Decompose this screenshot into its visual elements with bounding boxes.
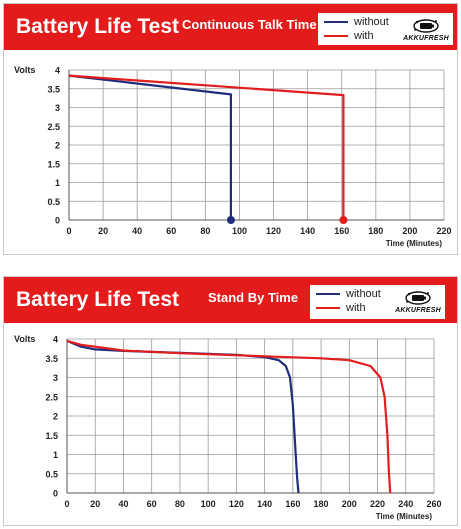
y-tick-label: 1.5: [47, 159, 60, 169]
x-tick-label: 200: [342, 499, 357, 509]
x-tick-label: 200: [402, 226, 417, 236]
x-tick-label: 260: [426, 499, 441, 509]
x-axis-label: Time (Minutes): [376, 512, 433, 521]
x-tick-label: 60: [147, 499, 157, 509]
y-tick-label: 3.5: [47, 84, 60, 94]
series-line-with: [68, 74, 345, 220]
legend-swatch-with: [324, 35, 348, 38]
legend-item-with: with: [324, 30, 374, 43]
y-tick-label: 1.5: [45, 431, 58, 441]
x-tick-label: 140: [257, 499, 272, 509]
akkufresh-logo: AKKUFRESH: [403, 17, 449, 43]
series-line-without: [68, 74, 232, 220]
chart-subtitle: Continuous Talk Time: [182, 17, 317, 32]
legend-swatch-without: [316, 293, 340, 296]
logo-text: AKKUFRESH: [403, 35, 449, 42]
chart-title: Battery Life Test: [16, 15, 179, 38]
y-axis-label: Volts: [14, 334, 35, 344]
x-tick-label: 120: [266, 226, 281, 236]
series-line-without: [66, 339, 300, 494]
legend-item-with: with: [316, 302, 366, 315]
x-tick-label: 220: [370, 499, 385, 509]
x-tick-label: 0: [66, 226, 71, 236]
x-tick-label: 120: [229, 499, 244, 509]
battery-logo-icon: [413, 19, 439, 33]
y-tick-label: 0: [53, 489, 58, 499]
legend-swatch-without: [324, 21, 348, 24]
x-tick-label: 220: [436, 226, 451, 236]
x-tick-label: 80: [200, 226, 210, 236]
x-tick-label: 180: [314, 499, 329, 509]
legend-swatch-with: [316, 307, 340, 310]
akkufresh-logo: AKKUFRESH: [395, 289, 441, 315]
x-tick-label: 160: [285, 499, 300, 509]
y-tick-label: 4: [53, 335, 58, 345]
y-tick-label: 1: [55, 178, 60, 188]
x-tick-label: 40: [132, 226, 142, 236]
x-tick-label: 80: [175, 499, 185, 509]
x-axis-label: Time (Minutes): [386, 239, 443, 248]
chart-legend: without with AKKUFRESH: [318, 13, 453, 45]
legend-label-without: without: [354, 16, 389, 28]
legend-item-without: without: [324, 16, 389, 29]
series-end-marker-without: [226, 216, 235, 224]
legend-label-without: without: [346, 288, 381, 300]
logo-text: AKKUFRESH: [395, 307, 441, 314]
x-tick-label: 140: [300, 226, 315, 236]
x-tick-label: 0: [64, 499, 69, 509]
x-tick-label: 160: [334, 226, 349, 236]
legend-label-with: with: [354, 30, 374, 42]
y-tick-label: 2.5: [45, 392, 58, 402]
x-tick-label: 100: [232, 226, 247, 236]
y-tick-label: 0.5: [47, 197, 60, 207]
battery-logo-icon: [405, 291, 431, 305]
y-tick-label: 2: [55, 141, 60, 151]
chart-banner: Battery Life Test Continuous Talk Time w…: [4, 4, 457, 50]
x-tick-label: 180: [368, 226, 383, 236]
chart-title: Battery Life Test: [16, 288, 179, 311]
y-tick-label: 0: [55, 216, 60, 226]
y-tick-label: 1: [53, 450, 58, 460]
chart-subtitle: Stand By Time: [208, 290, 299, 305]
x-tick-label: 100: [201, 499, 216, 509]
y-tick-label: 2.5: [47, 122, 60, 132]
chart-plot-area: 00.511.522.533.540 20 40 60 80 100 120 140 160 18…: [14, 334, 442, 521]
y-tick-label: 2: [53, 412, 58, 422]
chart-banner: Battery Life Test Stand By Time without …: [4, 277, 457, 323]
x-tick-label: 20: [98, 226, 108, 236]
y-tick-label: 4: [55, 66, 60, 76]
y-tick-label: 3: [53, 373, 58, 383]
y-tick-label: 0.5: [45, 469, 58, 479]
y-axis-label: Volts: [14, 65, 35, 75]
y-tick-label: 3: [55, 103, 60, 113]
chart-plot-area: 00.511.522.533.540 20 40 60 80 100 120 140 160 18…: [14, 65, 452, 248]
legend-label-with: with: [346, 302, 366, 314]
x-tick-label: 20: [90, 499, 100, 509]
series-end-marker-with: [339, 216, 348, 224]
chart-legend: without with AKKUFRESH: [310, 285, 445, 319]
x-tick-label: 240: [398, 499, 413, 509]
chart-panel-standby-time: Battery Life Test Stand By Time without …: [3, 276, 458, 526]
chart-panel-talk-time: Battery Life Test Continuous Talk Time w…: [3, 3, 458, 255]
y-tick-label: 3.5: [45, 354, 58, 364]
legend-item-without: without: [316, 288, 381, 301]
x-tick-label: 60: [166, 226, 176, 236]
x-tick-label: 40: [118, 499, 128, 509]
series-line-with: [66, 339, 392, 494]
